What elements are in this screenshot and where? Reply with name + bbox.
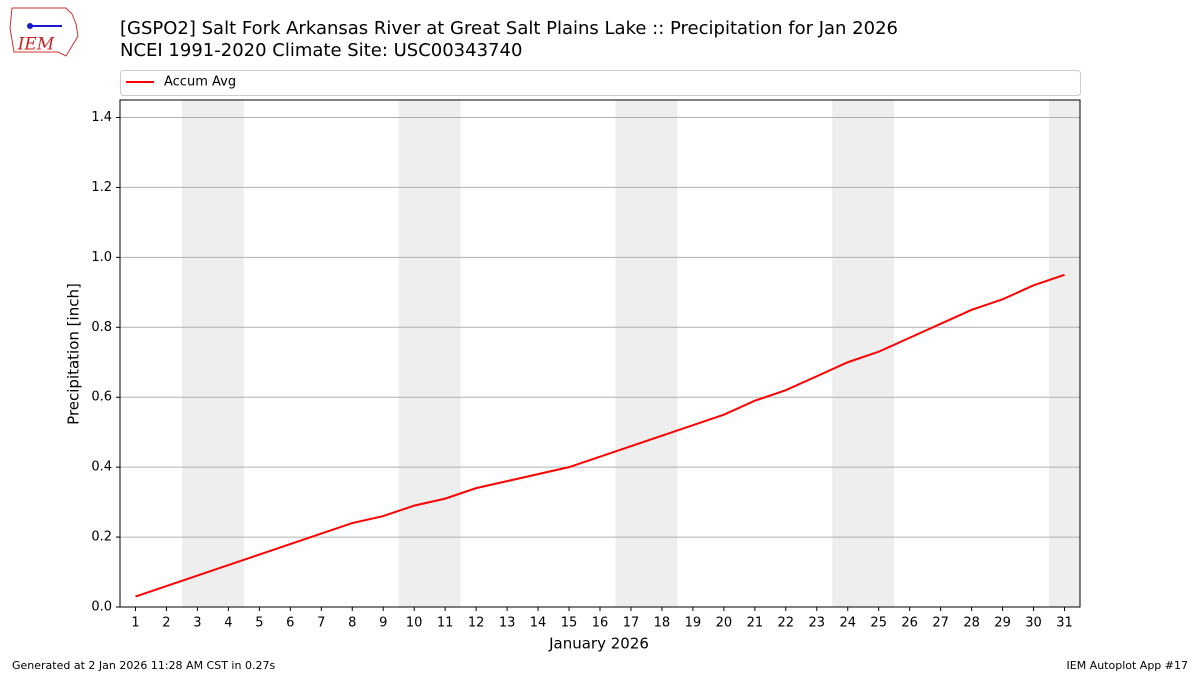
x-tick-label: 16 [592, 616, 609, 631]
x-tick-label: 12 [468, 616, 485, 631]
x-tick-label: 25 [870, 616, 887, 631]
x-tick-label: 11 [437, 616, 454, 631]
x-tick-label: 24 [839, 616, 856, 631]
footer-left: Generated at 2 Jan 2026 11:28 AM CST in … [12, 659, 275, 672]
x-tick-label: 26 [901, 616, 918, 631]
weekend-shade [398, 100, 461, 607]
x-tick-label: 7 [317, 616, 325, 631]
x-tick-label: 3 [193, 616, 201, 631]
y-tick-label: 1.0 [91, 250, 112, 265]
x-axis-label: January 2026 [548, 635, 649, 653]
plot-frame [119, 99, 1081, 608]
weekend-shade [615, 100, 678, 607]
x-tick-label: 18 [654, 616, 671, 631]
logo-text: IEM [17, 35, 55, 55]
x-tick-label: 2 [162, 616, 170, 631]
x-tick-label: 20 [716, 616, 733, 631]
legend-label: Accum Avg [164, 75, 236, 90]
weekend-shade [181, 100, 244, 607]
weekend-shade [1049, 100, 1080, 607]
chart-title: [GSPO2] Salt Fork Arkansas River at Grea… [120, 18, 898, 39]
chart-subtitle: NCEI 1991-2020 Climate Site: USC00343740 [120, 40, 522, 61]
x-tick-label: 9 [379, 616, 387, 631]
y-tick-label: 1.2 [91, 180, 112, 195]
x-tick-label: 21 [747, 616, 764, 631]
x-tick-label: 30 [1025, 616, 1042, 631]
x-tick-label: 13 [499, 616, 516, 631]
legend-box [120, 70, 1081, 96]
weekend-shade [832, 100, 895, 607]
x-tick-label: 31 [1056, 616, 1073, 631]
x-tick-label: 1 [131, 616, 139, 631]
y-tick-label: 0.6 [91, 390, 112, 405]
x-tick-label: 27 [932, 616, 949, 631]
y-tick-label: 0.8 [91, 320, 112, 335]
x-tick-label: 29 [994, 616, 1011, 631]
x-tick-label: 22 [778, 616, 795, 631]
y-tick-label: 1.4 [91, 110, 112, 125]
x-tick-label: 14 [530, 616, 547, 631]
x-tick-label: 5 [255, 616, 263, 631]
logo-outline [9, 7, 79, 57]
y-tick-label: 0.2 [91, 530, 112, 545]
logo: IEM [9, 7, 79, 57]
x-tick-label: 8 [348, 616, 356, 631]
footer-right: IEM Autoplot App #17 [1067, 659, 1189, 672]
x-tick-label: 15 [561, 616, 578, 631]
y-tick-label: 0.0 [91, 600, 112, 615]
x-tick-label: 10 [406, 616, 423, 631]
data-line [135, 273, 1065, 598]
y-axis-label: Precipitation [inch] [65, 283, 83, 425]
x-tick-label: 23 [809, 616, 826, 631]
x-tick-label: 17 [623, 616, 640, 631]
logo-dot [27, 23, 33, 29]
x-tick-label: 6 [286, 616, 294, 631]
x-tick-label: 4 [224, 616, 232, 631]
y-tick-label: 0.4 [91, 460, 112, 475]
x-tick-label: 19 [685, 616, 702, 631]
x-tick-label: 28 [963, 616, 980, 631]
